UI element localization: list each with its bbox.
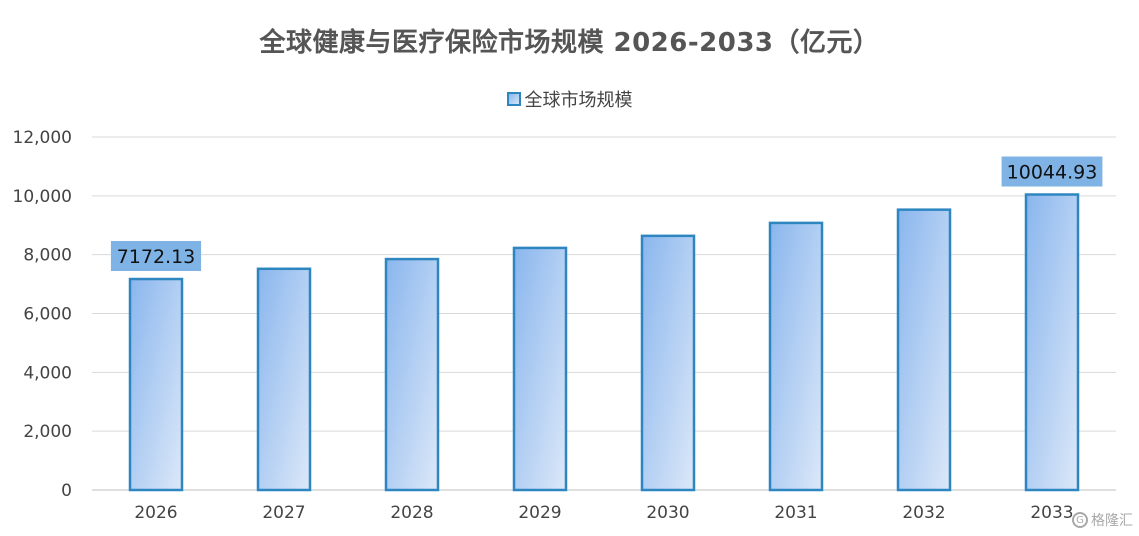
bar	[640, 234, 696, 492]
y-tick-label: 6,000	[23, 305, 72, 325]
y-tick-label: 10,000	[13, 187, 72, 207]
data-label: 10044.93	[1001, 156, 1103, 187]
bar	[128, 277, 184, 492]
labels: 2026 2027 2028 2029 2030 2031 2032 2033 7172.13 1…	[110, 156, 1103, 523]
y-tick-label: 2,000	[23, 422, 72, 442]
x-tick-label: 2027	[262, 503, 305, 523]
y-tick-label: 4,000	[23, 363, 72, 383]
x-tick-label: 2026	[134, 503, 177, 523]
bar	[256, 267, 312, 492]
watermark-logo-icon: G	[1072, 512, 1088, 528]
x-tick-label: 2029	[518, 503, 561, 523]
legend-swatch	[506, 92, 521, 106]
bar	[1024, 193, 1080, 492]
bar	[512, 246, 568, 492]
data-label-background	[1001, 156, 1103, 187]
x-tick-label: 2028	[390, 503, 433, 523]
chart-title: 全球健康与医疗保险市场规模 2026-2033（亿元）	[259, 28, 880, 58]
data-label-background	[110, 241, 202, 272]
x-tick-label: 2033	[1030, 503, 1073, 523]
data-label-text: 10044.93	[1007, 162, 1098, 184]
bar	[384, 257, 440, 492]
y-tick-label: 8,000	[23, 246, 72, 266]
bars	[128, 193, 1080, 492]
y-tick-label: 0	[61, 481, 72, 501]
watermark: G 格隆汇	[1072, 510, 1133, 530]
legend-label: 全球市场规模	[524, 90, 633, 111]
x-tick-label: 2032	[902, 503, 945, 523]
watermark-text: 格隆汇	[1091, 513, 1133, 529]
data-label: 7172.13	[110, 241, 202, 272]
x-tick-label: 2030	[646, 503, 689, 523]
bar	[768, 221, 824, 492]
y-tick-label: 12,000	[13, 128, 72, 148]
legend: 全球市场规模	[0, 86, 1139, 112]
x-tick-label: 2031	[774, 503, 817, 523]
data-label-text: 7172.13	[117, 246, 196, 268]
bar	[896, 208, 952, 492]
